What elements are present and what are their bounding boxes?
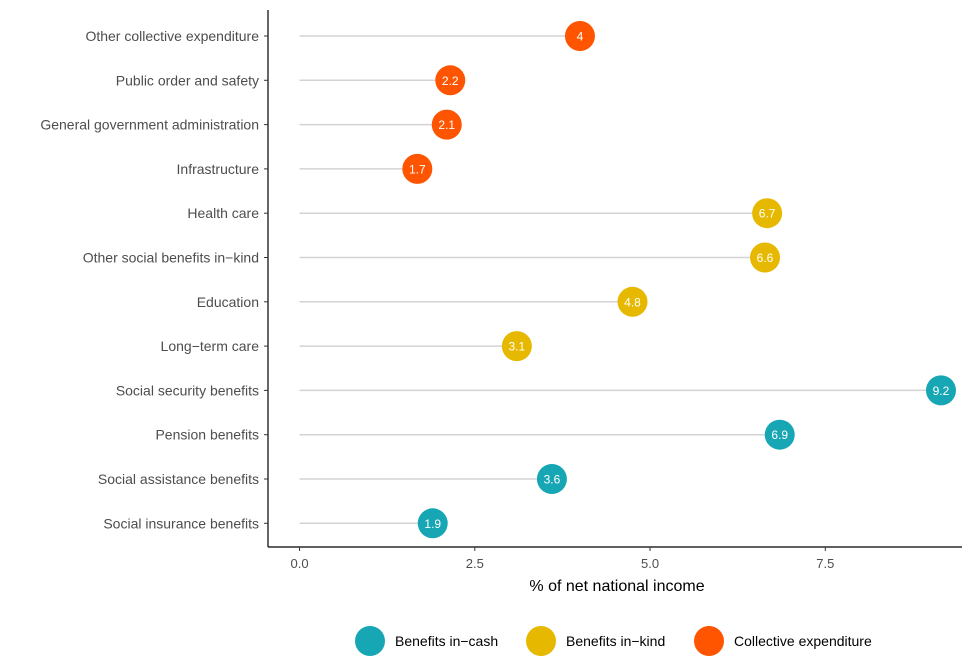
- value-label: 1.9: [424, 517, 441, 531]
- value-label: 2.1: [438, 118, 455, 132]
- stems-layer: [299, 35, 941, 525]
- category-label: Other collective expenditure: [85, 28, 259, 44]
- legend-label: Benefits in−kind: [566, 633, 665, 649]
- data-point: [417, 508, 448, 539]
- points-layer: 4 2.2 2.1 1.7 6.7 6.6 4.8 3.1 9.2 6.9 3.6 1.9: [402, 21, 956, 539]
- x-ticks: 0.0 2.5 5.0 7.5: [291, 547, 834, 571]
- value-label: 4: [577, 30, 584, 44]
- category-label: Long−term care: [161, 338, 260, 354]
- legend: Benefits in−cash Benefits in−kind Collecti…: [355, 626, 872, 656]
- axes-layer: [267, 10, 962, 548]
- legend-label: Collective expenditure: [734, 633, 872, 649]
- data-point: [402, 153, 433, 184]
- category-label: Other social benefits in−kind: [83, 250, 259, 266]
- value-label: 9.2: [933, 384, 950, 398]
- data-point: [435, 65, 466, 96]
- x-tick-label: 2.5: [466, 556, 484, 571]
- x-tick-label: 7.5: [816, 556, 834, 571]
- category-label: General government administration: [40, 117, 259, 133]
- data-point: [925, 375, 956, 406]
- value-label: 2.2: [442, 74, 459, 88]
- x-axis-title: % of net national income: [529, 578, 704, 595]
- legend-label: Benefits in−cash: [395, 633, 498, 649]
- data-point: [764, 419, 795, 450]
- category-label: Social assistance benefits: [98, 471, 259, 487]
- data-point: [431, 109, 462, 140]
- legend-swatch: [355, 626, 385, 656]
- category-label: Education: [197, 294, 259, 310]
- x-tick-label: 5.0: [641, 556, 659, 571]
- legend-swatch: [694, 626, 724, 656]
- data-point: [536, 464, 567, 494]
- value-label: 6.6: [757, 251, 774, 265]
- category-label: Social insurance benefits: [103, 515, 259, 531]
- data-point: [501, 331, 532, 362]
- x-tick-label: 0.0: [291, 556, 309, 571]
- value-label: 6.9: [771, 428, 788, 442]
- legend-swatch: [526, 626, 556, 656]
- value-label: 3.6: [544, 473, 561, 487]
- value-label: 1.7: [409, 162, 426, 176]
- value-label: 3.1: [509, 340, 526, 354]
- data-point: [750, 242, 781, 273]
- data-point: [617, 286, 648, 317]
- data-point: [752, 198, 783, 229]
- category-label: Public order and safety: [116, 72, 259, 88]
- data-point: [564, 21, 595, 51]
- value-label: 4.8: [624, 295, 641, 309]
- category-label: Pension benefits: [155, 427, 259, 443]
- category-label: Social security benefits: [116, 382, 259, 398]
- category-labels: Other collective expenditure Public order…: [40, 28, 268, 531]
- category-label: Health care: [187, 205, 259, 221]
- value-label: 6.7: [759, 207, 776, 221]
- category-label: Infrastructure: [177, 161, 260, 177]
